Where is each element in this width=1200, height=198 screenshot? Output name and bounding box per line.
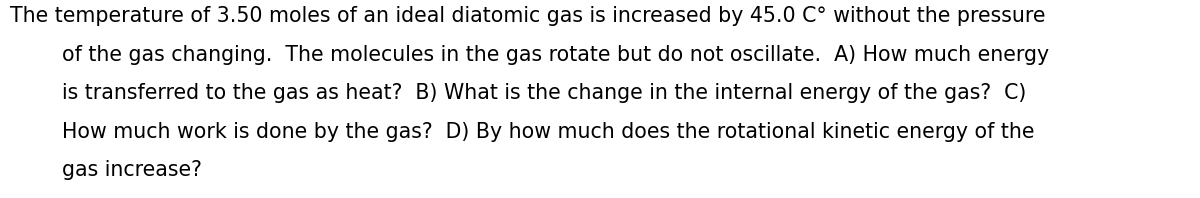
Text: How much work is done by the gas?  D) By how much does the rotational kinetic en: How much work is done by the gas? D) By … (62, 122, 1034, 142)
Text: is transferred to the gas as heat?  B) What is the change in the internal energy: is transferred to the gas as heat? B) Wh… (62, 83, 1027, 103)
Text: of the gas changing.  The molecules in the gas rotate but do not oscillate.  A) : of the gas changing. The molecules in th… (62, 45, 1050, 65)
Text: The temperature of 3.50 moles of an ideal diatomic gas is increased by 45.0 C° w: The temperature of 3.50 moles of an idea… (10, 6, 1045, 26)
Text: gas increase?: gas increase? (62, 160, 203, 180)
